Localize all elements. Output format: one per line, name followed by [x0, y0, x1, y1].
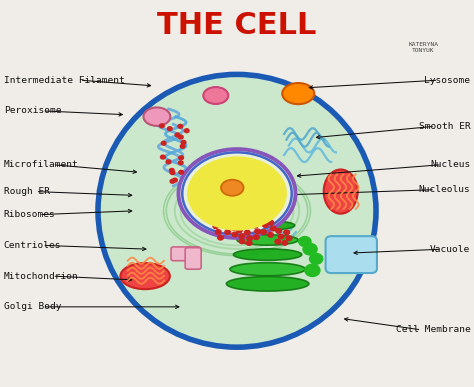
Circle shape [232, 232, 237, 237]
Circle shape [170, 179, 175, 183]
Circle shape [303, 243, 317, 255]
Ellipse shape [179, 149, 295, 238]
Circle shape [175, 133, 180, 137]
FancyBboxPatch shape [185, 248, 201, 269]
Text: Mitochondrion: Mitochondrion [4, 272, 79, 281]
Circle shape [179, 156, 183, 160]
Circle shape [167, 127, 172, 131]
Ellipse shape [227, 276, 309, 291]
Text: Golgi Body: Golgi Body [4, 302, 61, 312]
Ellipse shape [182, 152, 292, 235]
Circle shape [221, 217, 227, 222]
Text: Peroxisome: Peroxisome [4, 106, 61, 115]
Circle shape [245, 230, 250, 235]
Circle shape [161, 141, 166, 145]
Circle shape [260, 217, 266, 222]
Circle shape [278, 235, 284, 239]
Text: Intermediate Filament: Intermediate Filament [4, 75, 125, 85]
Circle shape [170, 171, 175, 175]
Text: Lysosome: Lysosome [424, 75, 470, 85]
Text: Rough ER: Rough ER [4, 187, 50, 196]
Circle shape [237, 228, 242, 233]
Circle shape [286, 236, 292, 240]
Circle shape [263, 223, 268, 228]
Circle shape [160, 124, 164, 128]
Circle shape [268, 233, 273, 237]
Text: Vacuole: Vacuole [430, 245, 470, 254]
Circle shape [161, 155, 165, 159]
Circle shape [231, 226, 237, 230]
Circle shape [275, 239, 281, 244]
Circle shape [239, 234, 245, 238]
Ellipse shape [240, 221, 295, 230]
Circle shape [179, 170, 183, 174]
Circle shape [261, 230, 266, 235]
Circle shape [180, 144, 185, 148]
Circle shape [184, 129, 189, 133]
Ellipse shape [144, 108, 170, 126]
FancyBboxPatch shape [171, 247, 200, 261]
Circle shape [254, 235, 259, 240]
Circle shape [268, 221, 274, 225]
Circle shape [247, 236, 253, 241]
Text: Smooth ER: Smooth ER [419, 122, 470, 131]
Circle shape [229, 220, 234, 224]
Circle shape [178, 135, 183, 139]
Ellipse shape [324, 170, 357, 214]
Circle shape [276, 229, 282, 233]
Text: Nucleolus: Nucleolus [419, 185, 470, 194]
Circle shape [213, 224, 219, 228]
Ellipse shape [120, 263, 170, 289]
Circle shape [181, 140, 186, 144]
Circle shape [239, 239, 245, 243]
Circle shape [225, 230, 230, 235]
Circle shape [284, 230, 290, 235]
Circle shape [166, 160, 171, 164]
Circle shape [223, 223, 229, 228]
Circle shape [310, 253, 323, 264]
Ellipse shape [230, 263, 305, 276]
Circle shape [215, 229, 221, 234]
Text: Centrioles: Centrioles [4, 241, 61, 250]
Circle shape [305, 264, 320, 276]
Text: Cell Membrane: Cell Membrane [395, 325, 470, 334]
Circle shape [178, 161, 183, 165]
Text: Ribosomes: Ribosomes [4, 210, 55, 219]
Circle shape [246, 241, 252, 245]
Ellipse shape [237, 235, 298, 245]
Text: THE CELL: THE CELL [157, 11, 317, 40]
Text: Nucleus: Nucleus [430, 160, 470, 169]
Circle shape [255, 229, 260, 234]
Circle shape [271, 226, 276, 231]
Ellipse shape [203, 87, 228, 104]
Text: KATERYNA
TONYUK: KATERYNA TONYUK [408, 42, 438, 53]
Circle shape [178, 124, 182, 128]
Circle shape [173, 178, 177, 182]
Circle shape [299, 236, 311, 247]
Ellipse shape [98, 74, 376, 347]
Circle shape [282, 241, 288, 245]
Text: Microfilament: Microfilament [4, 160, 79, 169]
Circle shape [218, 235, 223, 240]
Ellipse shape [282, 83, 314, 104]
Ellipse shape [221, 180, 244, 196]
FancyBboxPatch shape [326, 236, 377, 273]
Ellipse shape [234, 249, 302, 260]
Circle shape [169, 168, 174, 172]
Circle shape [252, 223, 258, 228]
Ellipse shape [187, 156, 287, 231]
